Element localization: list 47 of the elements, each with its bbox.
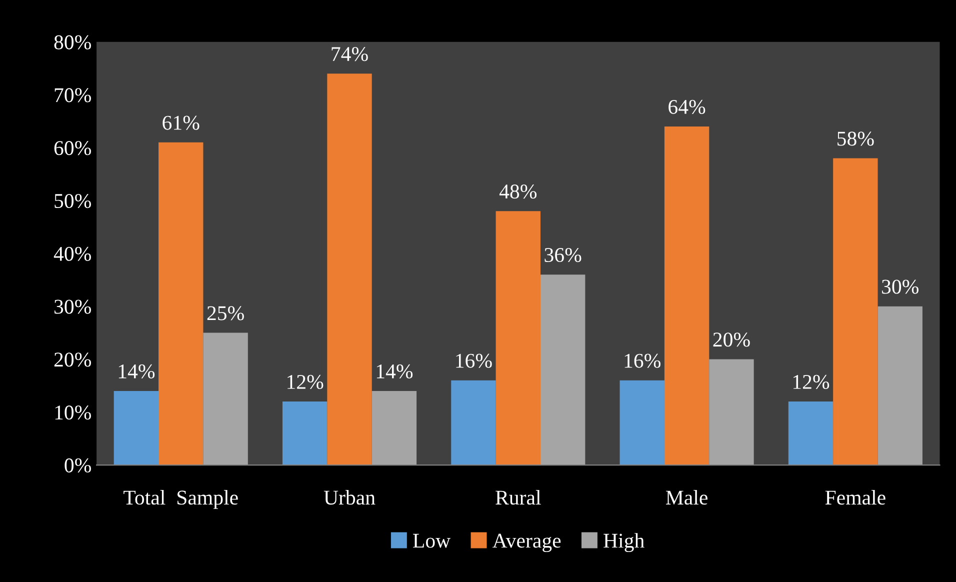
bar xyxy=(878,306,922,466)
y-tick-label: 60% xyxy=(54,141,91,156)
data-label: 12% xyxy=(288,374,324,390)
bar xyxy=(451,380,496,466)
data-label: 30% xyxy=(882,280,918,294)
data-label: 64% xyxy=(668,100,706,114)
bar xyxy=(158,142,204,466)
x-tick-label: Total Sample xyxy=(124,490,238,509)
bar xyxy=(709,359,754,466)
data-label: 14% xyxy=(118,364,155,378)
data-label: 36% xyxy=(544,248,582,262)
data-label: 58% xyxy=(838,132,874,146)
x-tick-label: Female xyxy=(825,490,886,505)
y-tick-label: 40% xyxy=(54,246,91,261)
data-label: 61% xyxy=(162,116,200,130)
x-tick-label: Urban xyxy=(324,490,376,505)
y-tick-label: 80% xyxy=(54,35,91,50)
data-label: 16% xyxy=(624,354,660,368)
legend-label: High xyxy=(604,533,644,552)
bar xyxy=(282,402,328,466)
y-tick-label: 20% xyxy=(54,352,91,367)
bar xyxy=(496,211,540,466)
bar xyxy=(372,390,417,466)
legend-label: Low xyxy=(413,534,451,548)
y-tick-label: 0% xyxy=(64,458,91,473)
x-tick-label: Rural xyxy=(496,490,541,505)
data-label: 48% xyxy=(499,184,537,199)
bar xyxy=(788,402,834,466)
x-tick-label: Male xyxy=(666,490,708,505)
y-tick-label: 70% xyxy=(54,88,91,102)
y-tick-label: 30% xyxy=(54,300,91,314)
data-label: 74% xyxy=(332,47,368,62)
bar xyxy=(327,74,372,466)
data-label: 25% xyxy=(207,306,244,320)
bar xyxy=(540,274,586,466)
bar xyxy=(114,390,159,466)
y-tick-label: 10% xyxy=(55,406,91,420)
bar xyxy=(620,380,664,466)
y-tick-label: 50% xyxy=(54,194,91,208)
bar xyxy=(664,126,710,466)
bar xyxy=(203,332,248,466)
data-label: 14% xyxy=(376,364,413,378)
data-label: 12% xyxy=(793,374,830,390)
bar xyxy=(833,158,878,466)
data-label: 16% xyxy=(456,354,492,368)
data-label: 20% xyxy=(713,332,750,347)
legend-label: Average xyxy=(492,534,561,552)
